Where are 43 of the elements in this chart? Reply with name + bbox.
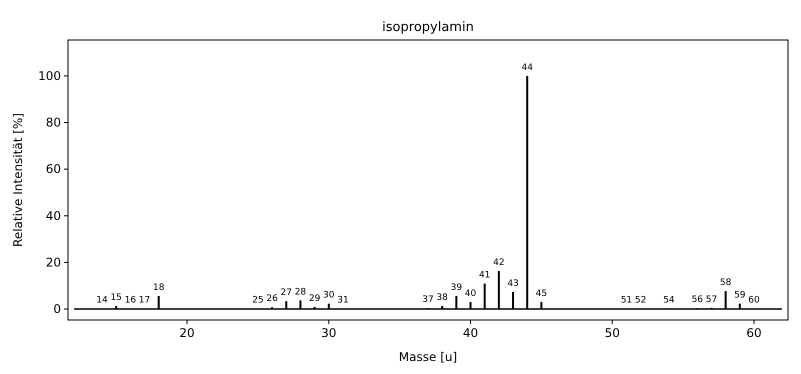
annotation: 44 [521,62,534,73]
annotation: 26 [266,294,278,304]
annotation: 60 [748,296,760,306]
annotation: 18 [152,282,165,293]
annotation: 14 [96,296,108,306]
annotation: 58 [720,278,732,288]
y-tick-label: 80 [46,116,61,130]
annotation: 41 [478,270,490,281]
y-tick-label: 20 [46,255,61,270]
annotation: 30 [323,290,335,301]
annotation: 45 [536,289,548,300]
annotation: 25 [252,296,264,306]
chart-title: isopropylamin [382,20,474,35]
x-tick-label: 20 [179,326,195,340]
annotation: 59 [734,290,746,301]
annotation: 39 [450,282,462,293]
x-axis-title: Masse [u] [398,350,458,364]
annotation: 29 [308,294,321,304]
annotation: 57 [706,294,718,305]
annotation: 40 [464,289,477,300]
annotation: 15 [110,293,122,304]
y-tick-label: 100 [38,68,61,83]
annotation: 37 [422,295,434,306]
y-tick-label: 40 [46,208,61,223]
annotation: 52 [634,295,646,306]
annotation: 28 [294,287,306,298]
annotation: 54 [663,295,675,306]
annotation: 27 [280,288,292,298]
y-tick-label: 0 [53,302,61,316]
y-tick-label: 60 [46,162,61,176]
x-tick-label: 40 [462,326,478,340]
x-tick-label: 30 [321,326,336,340]
annotation: 51 [620,296,632,306]
annotation: 16 [124,296,136,306]
y-axis-title: Relative Intensität [%] [11,113,25,247]
annotation: 31 [337,296,349,306]
annotation: 56 [692,295,704,306]
annotation: 17 [138,296,150,306]
x-tick-label: 50 [604,326,620,340]
x-tick-label: 60 [746,326,762,340]
annotation: 38 [436,293,448,304]
annotation: 43 [507,279,519,290]
annotation: 42 [493,258,505,268]
